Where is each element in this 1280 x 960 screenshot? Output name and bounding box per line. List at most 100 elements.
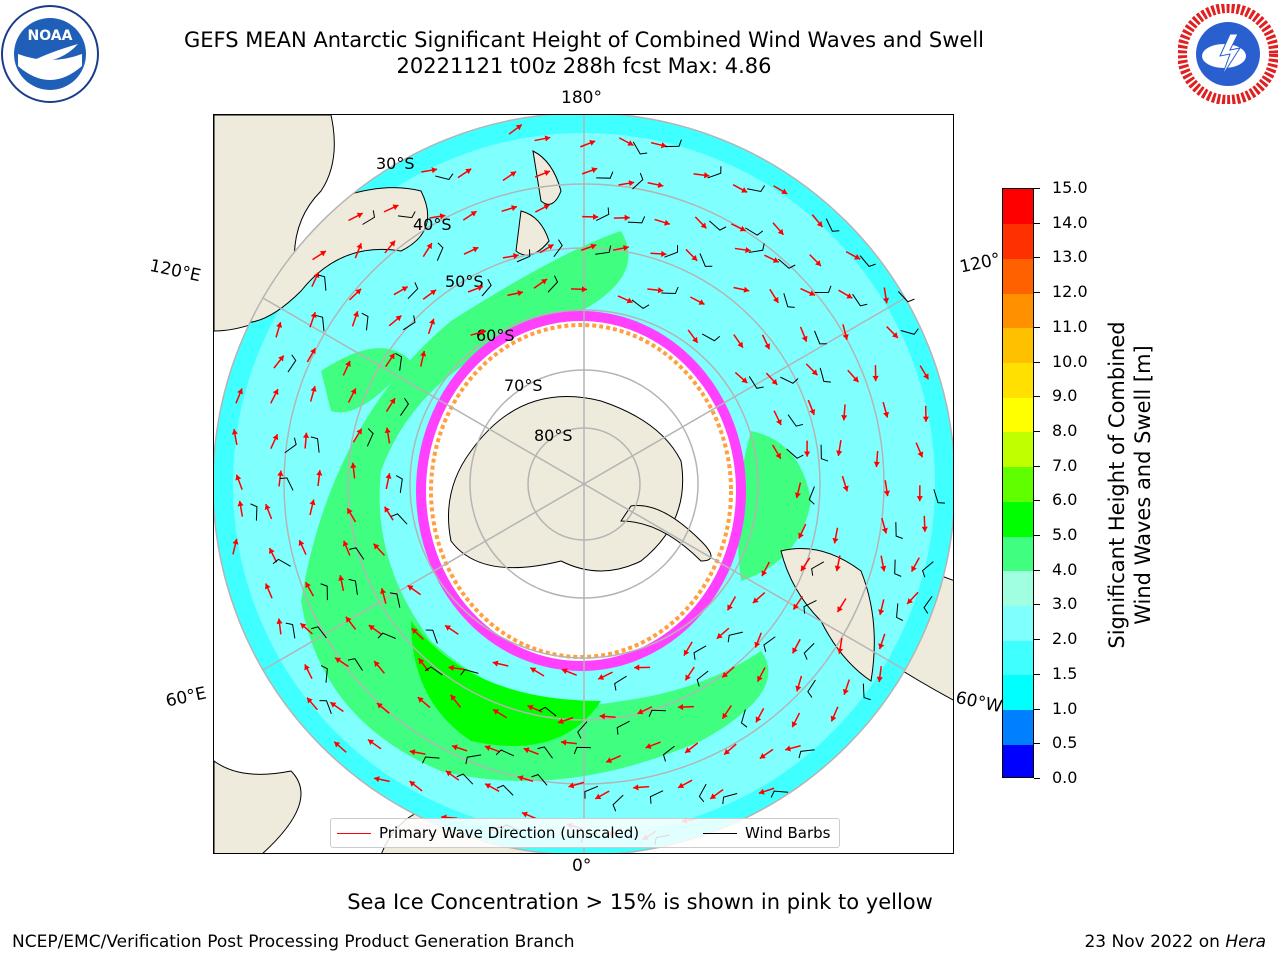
wave-arrow-head [883, 411, 890, 418]
wave-arrow-head [801, 335, 808, 342]
legend-item-wave-direction: Primary Wave Direction (unscaled) [337, 824, 639, 842]
colorbar-tick-mark [1034, 673, 1040, 675]
wind-barb [894, 559, 902, 577]
wave-arrow-head [793, 603, 799, 610]
wave-arrow-head [722, 712, 728, 719]
wind-barb [285, 622, 296, 639]
sea-ice-note: Sea Ice Concentration > 15% is shown in … [347, 890, 933, 914]
wave-arrow-head [842, 334, 849, 340]
wave-arrow-head [465, 168, 472, 175]
wind-barb [465, 754, 482, 765]
wave-arrow-head [269, 547, 275, 554]
colorbar-tick-label: 0.5 [1052, 733, 1078, 753]
colorbar-tick-label: 6.0 [1052, 490, 1078, 510]
colorbar-segment [1003, 466, 1033, 502]
wind-barb [614, 675, 627, 691]
colorbar-tick-label: 12.0 [1052, 282, 1088, 302]
wind-barb [496, 784, 514, 796]
wind-barb [272, 558, 291, 567]
wind-barb [538, 706, 557, 717]
wind-barb [315, 314, 325, 332]
wave-arrow-head [310, 386, 317, 392]
footer-date-text: 23 Nov 2022 on [1084, 932, 1220, 952]
wave-arrow-head [470, 211, 477, 217]
colorbar-tick-mark [1034, 188, 1040, 189]
wave-arrow-head [873, 461, 880, 468]
colorbar-segment [1003, 431, 1033, 468]
wind-barb [612, 794, 624, 812]
wave-arrow-head [310, 312, 317, 318]
wave-arrow-head [657, 287, 664, 294]
colorbar-segment [1003, 709, 1033, 745]
colorbar-tick-label: 11.0 [1052, 316, 1088, 336]
wave-arrow-head [511, 205, 517, 212]
wind-barb [279, 477, 294, 491]
wave-arrow-head [448, 664, 454, 672]
wind-barb [698, 783, 707, 803]
wind-barb [897, 291, 915, 303]
lon-label-0: 0° [572, 856, 592, 876]
wave-arrow-head [634, 664, 640, 671]
wave-arrow-head [691, 254, 698, 261]
wave-arrow-head [727, 604, 733, 611]
wind-barb [807, 679, 816, 698]
wave-arrow-head [809, 290, 816, 296]
wind-barb [814, 285, 832, 294]
colorbar-tick-mark [1034, 639, 1040, 641]
wave-arrow-head [389, 353, 395, 360]
map-title: GEFS MEAN Antarctic Significant Height o… [183, 28, 985, 52]
wave-arrow-head [264, 504, 271, 510]
wave-arrow-head [541, 279, 548, 285]
wave-arrow-head [444, 625, 451, 631]
lon-label-180: 180° [561, 88, 602, 108]
wind-barb [819, 367, 831, 383]
wave-arrow-head [485, 783, 492, 789]
colorbar-tick-mark [1034, 361, 1040, 363]
wave-arrow-head [923, 373, 929, 380]
wave-arrow-head [420, 350, 427, 357]
wind-barb [770, 790, 789, 798]
wave-arrow-head [685, 674, 691, 681]
wind-barb [516, 249, 531, 263]
colorbar-label-line1: Significant Height of Combined [1105, 321, 1129, 649]
colorbar-segment [1003, 223, 1033, 259]
colorbar-segment [1003, 327, 1033, 364]
wave-arrow-head [775, 452, 781, 459]
wave-arrow-head [624, 214, 630, 221]
wave-arrow-head [319, 250, 326, 257]
wave-arrow-head [544, 135, 551, 142]
map-subtitle: 20221121 t00z 288h fcst Max: 4.86 [396, 54, 772, 78]
wind-barb [852, 293, 868, 307]
wave-arrow-head [852, 376, 859, 383]
wind-barb [923, 595, 933, 614]
wind-barb [596, 171, 614, 179]
wave-arrow-head [878, 643, 885, 650]
wind-barb [584, 785, 599, 799]
wave-arrow-head [385, 473, 392, 479]
wave-arrow-head [517, 775, 524, 782]
wave-arrow-head [430, 289, 437, 296]
wave-arrow-head [872, 375, 879, 382]
wave-arrow-head [837, 606, 843, 613]
wave-arrow-head [334, 741, 341, 748]
wave-arrow-head [492, 660, 499, 667]
wave-arrow-head [777, 228, 784, 235]
wave-arrow-head [237, 388, 243, 395]
wind-barb [763, 636, 776, 652]
wave-arrow-head [752, 597, 759, 604]
wind-barb [820, 444, 829, 462]
wave-arrow-head [703, 172, 710, 179]
colorbar-tick-label: 3.0 [1052, 594, 1078, 614]
wave-arrow-head [356, 428, 362, 435]
colorbar-tick-label: 2.0 [1052, 629, 1078, 649]
wave-arrow-head [716, 632, 723, 639]
colorbar-segment [1003, 501, 1033, 537]
wave-arrow-head [834, 565, 841, 572]
wind-barb [665, 139, 682, 148]
wind-barb [531, 774, 548, 786]
noaa-logo-text: NOAA [28, 28, 73, 44]
wind-barb [922, 561, 934, 578]
wave-arrow-head [376, 702, 383, 709]
wind-barb [627, 216, 646, 224]
colorbar-tick-label: 7.0 [1052, 455, 1078, 475]
